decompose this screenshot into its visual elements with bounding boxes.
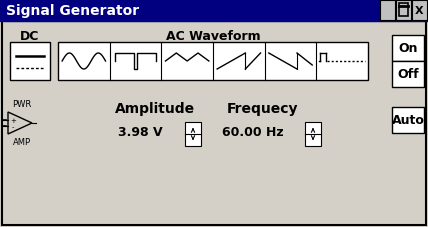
Bar [0,0,428,22]
Text: 60.00 Hz: 60.00 Hz [222,126,284,139]
Bar [185,122,201,146]
Text: Amplitude: Amplitude [115,101,195,116]
Text: +: + [10,118,16,123]
Text: On: On [398,42,418,55]
Text: Signal Generator: Signal Generator [6,4,139,18]
Text: AMP: AMP [13,138,31,147]
Bar [2,22,426,225]
Text: Auto: Auto [392,114,425,127]
Bar [10,43,50,81]
Text: Off: Off [397,68,419,81]
Bar [305,122,321,146]
Text: Frequecy: Frequecy [227,101,299,116]
Text: -: - [12,123,14,129]
Bar [58,43,368,81]
Bar [399,4,408,17]
Text: X: X [415,6,424,16]
Bar [392,108,424,133]
Bar [392,62,424,88]
Bar [380,1,395,21]
Text: AC Waveform: AC Waveform [166,29,260,42]
Text: 3.98 V: 3.98 V [118,126,162,139]
Bar [392,36,424,62]
Text: DC: DC [20,29,40,42]
Bar [396,1,411,21]
Bar [412,1,427,21]
Text: PWR: PWR [12,100,32,109]
